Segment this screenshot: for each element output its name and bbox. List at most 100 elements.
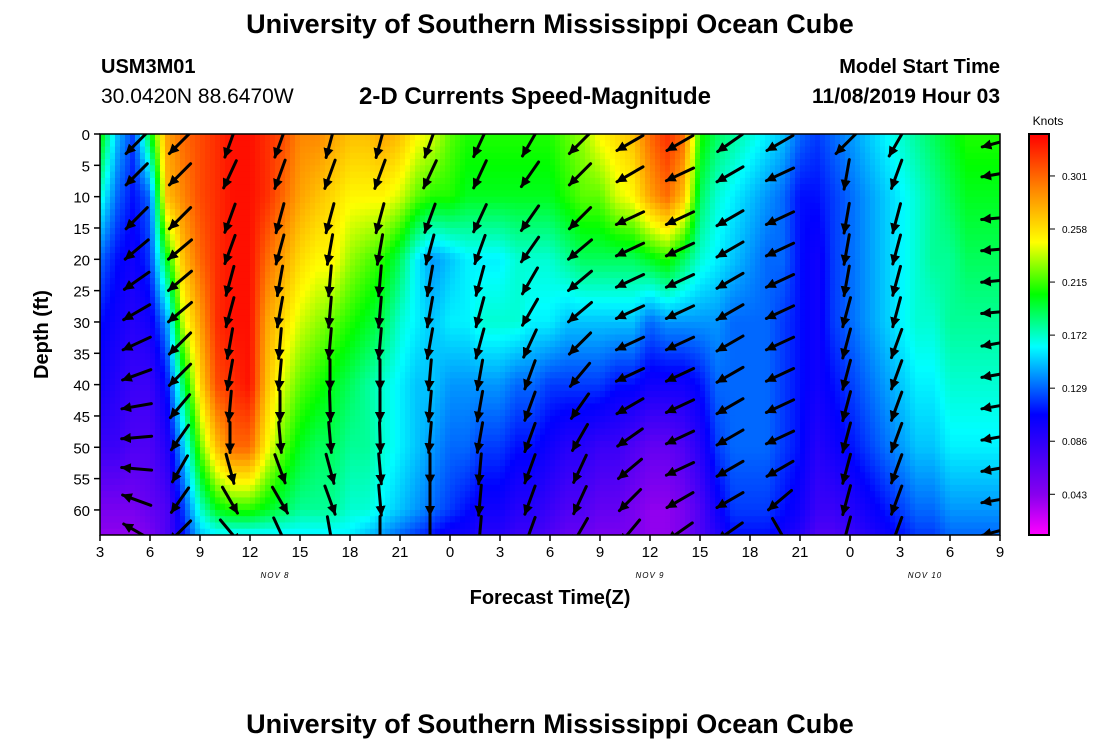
heatmap-cell (235, 296, 241, 304)
heatmap-cell (370, 134, 376, 141)
heatmap-cell (510, 140, 516, 148)
heatmap-cell (265, 259, 271, 267)
heatmap-cell (405, 209, 411, 217)
heatmap-cell (785, 221, 791, 229)
heatmap-cell (745, 246, 751, 254)
heatmap-cell (405, 284, 411, 292)
heatmap-cell (525, 196, 531, 204)
heatmap-cell (785, 209, 791, 217)
heatmap-cell (560, 296, 566, 304)
heatmap-cell (285, 209, 291, 217)
heatmap-cell (360, 152, 366, 160)
heatmap-cell (810, 171, 816, 179)
heatmap-cell (560, 227, 566, 235)
heatmap-cell (710, 234, 716, 242)
heatmap-cell (555, 259, 561, 267)
heatmap-cell (595, 202, 601, 210)
heatmap-cell (260, 215, 266, 223)
heatmap-cell (430, 152, 436, 160)
heatmap-cell (935, 253, 941, 260)
heatmap-cell (910, 209, 916, 217)
heatmap-cell (120, 221, 126, 229)
heatmap-cell (300, 134, 306, 141)
heatmap-cell (145, 290, 151, 298)
heatmap-cell (830, 184, 836, 191)
heatmap-cell (610, 290, 616, 298)
heatmap-cell (315, 227, 321, 235)
heatmap-cell (925, 190, 931, 198)
heatmap-cell (300, 209, 306, 217)
heatmap-cell (760, 240, 766, 248)
heatmap-cell (550, 184, 556, 191)
heatmap-cell (690, 221, 696, 229)
heatmap-cell (620, 227, 626, 235)
heatmap-cell (660, 152, 666, 160)
heatmap-cell (270, 215, 276, 223)
heatmap-cell (410, 184, 416, 191)
heatmap-cell (135, 184, 141, 191)
heatmap-cell (435, 146, 441, 154)
heatmap-cell (890, 202, 896, 210)
heatmap-cell (985, 259, 991, 267)
heatmap-cell (775, 296, 781, 304)
heatmap-cell (200, 221, 206, 229)
heatmap-cell (945, 146, 951, 154)
heatmap-cell (355, 215, 361, 223)
heatmap-cell (545, 202, 551, 210)
heatmap-cell (800, 240, 806, 248)
heatmap-cell (295, 196, 301, 204)
heatmap-cell (995, 253, 1000, 260)
heatmap-cell (425, 190, 431, 198)
heatmap-cell (610, 259, 616, 267)
heatmap-cell (780, 234, 786, 242)
heatmap-cell (980, 240, 986, 248)
heatmap-cell (640, 259, 646, 267)
heatmap-cell (190, 278, 196, 285)
heatmap-cell (755, 146, 761, 154)
heatmap-cell (500, 246, 506, 254)
heatmap-cell (180, 159, 186, 166)
heatmap-cell (100, 227, 106, 235)
heatmap-cell (535, 146, 541, 154)
heatmap-cell (830, 171, 836, 179)
heatmap-cell (860, 271, 866, 279)
heatmap-cell (950, 271, 956, 279)
heatmap-cell (385, 290, 391, 298)
heatmap-cell (300, 202, 306, 210)
heatmap-cell (835, 253, 841, 260)
heatmap-cell (645, 171, 651, 179)
heatmap-cell (145, 259, 151, 267)
heatmap-cell (950, 159, 956, 166)
heatmap-cell (260, 184, 266, 191)
heatmap-cell (610, 190, 616, 198)
heatmap-cell (670, 234, 676, 242)
heatmap-cell (570, 265, 576, 273)
heatmap-cell (525, 290, 531, 298)
heatmap-cell (335, 146, 341, 154)
heatmap-cell (445, 303, 451, 311)
heatmap-cell (510, 215, 516, 223)
heatmap-cell (190, 296, 196, 304)
heatmap-cell (320, 140, 326, 148)
heatmap-cell (745, 152, 751, 160)
heatmap-cell (630, 165, 636, 173)
heatmap-cell (940, 165, 946, 173)
heatmap-cell (750, 227, 756, 235)
heatmap-cell (645, 278, 651, 285)
heatmap-cell (830, 177, 836, 185)
heatmap-cell (165, 165, 171, 173)
heatmap-cell (760, 159, 766, 166)
heatmap-cell (235, 240, 241, 248)
heatmap-cell (820, 171, 826, 179)
heatmap-cell (830, 271, 836, 279)
heatmap-cell (855, 184, 861, 191)
heatmap-cell (560, 253, 566, 260)
heatmap-cell (625, 177, 631, 185)
heatmap-cell (560, 215, 566, 223)
heatmap-cell (440, 152, 446, 160)
heatmap-cell (460, 296, 466, 304)
heatmap-cell (410, 209, 416, 217)
heatmap-cell (545, 140, 551, 148)
heatmap-cell (860, 234, 866, 242)
heatmap-cell (435, 134, 441, 141)
